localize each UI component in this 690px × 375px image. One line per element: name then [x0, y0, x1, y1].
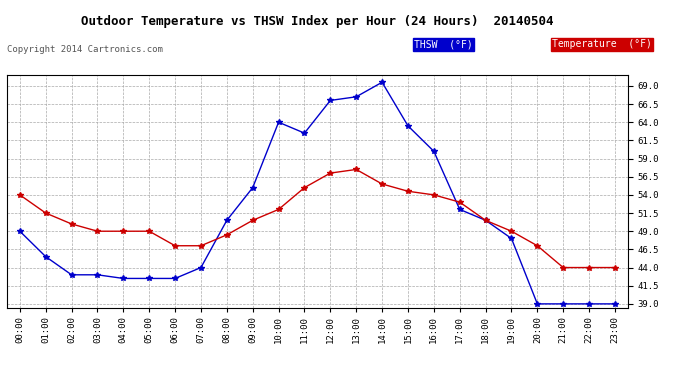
Text: Outdoor Temperature vs THSW Index per Hour (24 Hours)  20140504: Outdoor Temperature vs THSW Index per Ho… — [81, 15, 553, 28]
Text: THSW  (°F): THSW (°F) — [414, 39, 473, 50]
Text: Copyright 2014 Cartronics.com: Copyright 2014 Cartronics.com — [7, 45, 163, 54]
Text: Temperature  (°F): Temperature (°F) — [552, 39, 652, 50]
